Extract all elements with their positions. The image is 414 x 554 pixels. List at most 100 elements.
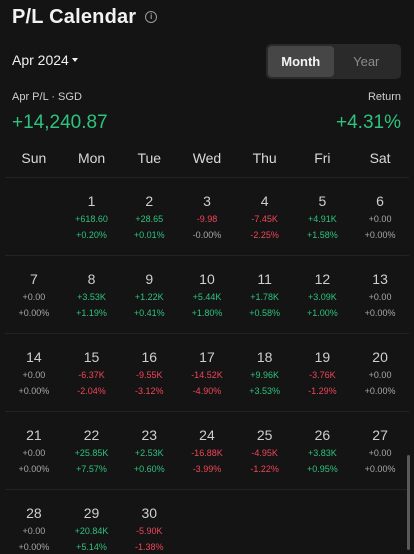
day-return: -1.38% [134,542,164,552]
day-return: +1.00% [306,308,338,318]
calendar-day[interactable]: 4 -7.45K -2.25% [236,178,294,256]
day-number: 6 [376,193,384,209]
day-return: +0.41% [133,308,165,318]
day-number: 10 [199,271,215,287]
calendar-day[interactable]: 14 +0.00 +0.00% [5,334,63,412]
day-number: 12 [314,271,331,287]
calendar-day[interactable]: 3 -9.98 -0.00% [178,178,236,256]
calendar-day[interactable]: 23 +2.53K +0.60% [120,412,178,490]
day-return: -3.12% [134,386,164,396]
caret-down-icon [71,58,78,62]
day-number: 18 [256,349,273,365]
pl-label: Apr P/L · SGD [12,91,82,103]
day-number: 4 [260,193,269,209]
calendar-day[interactable]: 19 -3.76K -1.29% [294,334,352,412]
day-number: 29 [83,505,100,521]
weekday-wed: Wed [192,150,222,166]
calendar-day[interactable]: 30 -5.90K -1.38% [120,490,178,554]
day-pl: -9.55K [135,370,163,380]
calendar-day[interactable]: 26 +3.83K +0.95% [294,412,352,490]
return-value: +4.31% [336,112,401,133]
day-pl: -16.88K [191,448,223,458]
day-pl: +1.78K [250,292,280,302]
day-number: 15 [83,349,100,365]
day-return: +0.00% [364,386,396,396]
weekday-mon: Mon [77,150,106,166]
day-return: +0.00% [364,230,396,240]
day-number: 1 [87,193,96,209]
month-selector[interactable]: Apr 2024 [12,52,78,68]
calendar-day[interactable]: 24 -16.88K -3.99% [178,412,236,490]
calendar-day[interactable]: 11 +1.78K +0.58% [236,256,294,334]
day-pl: +618.60 [75,214,108,224]
day-number: 27 [372,427,388,443]
day-number: 7 [29,271,38,287]
day-number: 2 [145,193,154,209]
day-number: 14 [26,349,42,365]
calendar-empty-cell [236,490,294,554]
calendar-day[interactable]: 7 +0.00 +0.00% [5,256,63,334]
day-pl: -6.37K [78,370,105,380]
day-return: +0.00% [18,308,50,318]
day-pl: +0.00 [368,214,392,224]
calendar-day[interactable]: 8 +3.53K +1.19% [63,256,121,334]
scrollbar[interactable] [407,455,410,550]
weekday-fri: Fri [314,150,331,166]
day-return: +0.60% [133,464,165,474]
day-return: -2.04% [77,386,106,396]
divider [5,177,409,178]
calendar-empty-cell [351,490,409,554]
year-tab[interactable]: Year [353,54,380,69]
day-number: 5 [318,193,327,209]
calendar-day[interactable]: 20 +0.00 +0.00% [351,334,409,412]
calendar-week: 7 +0.00 +0.00% 8 +3.53K +1.19% 9 +1.22K +0.41% 10… [5,256,409,334]
day-return: -2.25% [250,230,279,240]
day-pl: +1.22K [134,292,164,302]
calendar-day[interactable]: 18 +9.96K +3.53% [236,334,294,412]
calendar-day[interactable]: 21 +0.00 +0.00% [5,412,63,490]
calendar-day[interactable]: 13 +0.00 +0.00% [351,256,409,334]
calendar-day[interactable]: 2 +28.65 +0.01% [120,178,178,256]
calendar-day[interactable]: 12 +3.09K +1.00% [294,256,352,334]
day-return: -3.99% [192,464,222,474]
day-pl: +0.00 [22,292,46,302]
calendar-day[interactable]: 28 +0.00 +0.00% [5,490,63,554]
calendar-week: 14 +0.00 +0.00% 15 -6.37K -2.04% 16 -9.55K -3.12… [5,334,409,412]
page-title: P/L Calendar [12,5,137,28]
calendar-day[interactable]: 17 -14.52K -4.90% [178,334,236,412]
day-pl: +3.83K [307,448,337,458]
calendar-day[interactable]: 25 -4.95K -1.22% [236,412,294,490]
calendar-week: 28 +0.00 +0.00% 29 +20.84K +5.14% 30 -5.90K -1.3… [5,490,409,554]
calendar-day[interactable]: 22 +25.85K +7.57% [63,412,121,490]
month-tab[interactable]: Month [268,46,334,77]
day-pl: -3.76K [309,370,336,380]
day-number: 3 [203,193,211,209]
weekday-sun: Sun [21,150,47,166]
day-return: +0.00% [18,386,50,396]
calendar-day[interactable]: 1 +618.60 +0.20% [63,178,121,256]
day-return: +5.14% [76,542,107,552]
calendar-day[interactable]: 10 +5.44K +1.80% [178,256,236,334]
day-return: +0.01% [133,230,165,240]
day-return: +0.58% [249,308,281,318]
calendar-day[interactable]: 15 -6.37K -2.04% [63,334,121,412]
calendar-day[interactable]: 9 +1.22K +0.41% [120,256,178,334]
day-return: -1.22% [250,464,279,474]
calendar-day[interactable]: 16 -9.55K -3.12% [120,334,178,412]
calendar-day[interactable]: 5 +4.91K +1.58% [294,178,352,256]
day-number: 11 [257,271,272,287]
calendar-week: 1 +618.60 +0.20% 2 +28.65 +0.01% 3 -9.98 -0.00% 4… [5,178,409,256]
calendar-day[interactable]: 27 +0.00 +0.00% [351,412,409,490]
calendar-empty-cell [294,490,352,554]
day-return: +0.00% [364,308,396,318]
day-pl: -14.52K [191,370,223,380]
day-return: +3.53% [249,386,281,396]
calendar-day[interactable]: 29 +20.84K +5.14% [63,490,121,554]
day-return: -1.29% [308,386,337,396]
day-pl: -4.95K [251,448,278,458]
day-number: 30 [141,505,158,521]
info-icon[interactable]: i [145,11,158,23]
calendar-day[interactable]: 6 +0.00 +0.00% [351,178,409,256]
day-pl: -5.90K [135,526,163,536]
day-number: 23 [141,427,158,443]
